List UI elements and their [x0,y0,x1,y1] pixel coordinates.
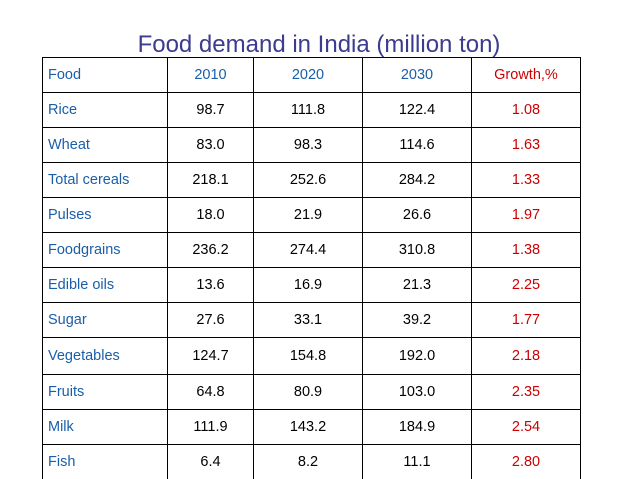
value-2010: 13.6 [167,267,254,303]
growth-value: 1.33 [471,162,581,198]
food-name: Sugar [42,302,168,338]
value-2030: 184.9 [362,409,472,445]
growth-value: 2.80 [471,444,581,479]
value-2020: 143.2 [253,409,363,445]
food-name: Fruits [42,374,168,410]
value-2030: 310.8 [362,232,472,268]
food-demand-table: Food 2010 2020 2030 Growth,% Rice 98.7 1… [42,57,581,479]
value-2030: 114.6 [362,127,472,163]
table-row: Foodgrains 236.2 274.4 310.8 1.38 [42,232,581,268]
value-2030: 103.0 [362,374,472,410]
food-name: Pulses [42,197,168,233]
growth-value: 2.18 [471,337,581,375]
value-2010: 124.7 [167,337,254,375]
value-2010: 27.6 [167,302,254,338]
header-growth: Growth,% [471,57,581,93]
growth-value: 2.25 [471,267,581,303]
value-2010: 18.0 [167,197,254,233]
value-2020: 8.2 [253,444,363,479]
food-name: Milk [42,409,168,445]
value-2030: 122.4 [362,92,472,128]
value-2020: 274.4 [253,232,363,268]
growth-value: 1.97 [471,197,581,233]
table-row: Fish 6.4 8.2 11.1 2.80 [42,444,581,479]
table-row: Wheat 83.0 98.3 114.6 1.63 [42,127,581,163]
page-title: Food demand in India (million ton) [137,31,501,58]
table-row: Total cereals 218.1 252.6 284.2 1.33 [42,162,581,198]
table-row: Edible oils 13.6 16.9 21.3 2.25 [42,267,581,303]
value-2030: 26.6 [362,197,472,233]
value-2030: 192.0 [362,337,472,375]
food-name: Vegetables [42,337,168,375]
value-2020: 154.8 [253,337,363,375]
food-name: Wheat [42,127,168,163]
food-name: Edible oils [42,267,168,303]
growth-value: 1.08 [471,92,581,128]
food-name: Total cereals [42,162,168,198]
growth-value: 1.63 [471,127,581,163]
table-row: Milk 111.9 143.2 184.9 2.54 [42,409,581,445]
value-2020: 111.8 [253,92,363,128]
value-2010: 236.2 [167,232,254,268]
food-name: Rice [42,92,168,128]
value-2010: 98.7 [167,92,254,128]
value-2020: 80.9 [253,374,363,410]
table-row: Pulses 18.0 21.9 26.6 1.97 [42,197,581,233]
table-row: Rice 98.7 111.8 122.4 1.08 [42,92,581,128]
value-2020: 16.9 [253,267,363,303]
food-name: Foodgrains [42,232,168,268]
table-row: Fruits 64.8 80.9 103.0 2.35 [42,374,581,410]
header-2020: 2020 [253,57,363,93]
value-2030: 21.3 [362,267,472,303]
table-header-row: Food 2010 2020 2030 Growth,% [42,57,581,93]
value-2010: 111.9 [167,409,254,445]
growth-value: 1.77 [471,302,581,338]
value-2020: 21.9 [253,197,363,233]
table-row: Vegetables 124.7 154.8 192.0 2.18 [42,337,581,375]
value-2030: 11.1 [362,444,472,479]
growth-value: 2.54 [471,409,581,445]
value-2030: 39.2 [362,302,472,338]
value-2020: 98.3 [253,127,363,163]
value-2020: 33.1 [253,302,363,338]
value-2010: 83.0 [167,127,254,163]
food-name: Fish [42,444,168,479]
header-2010: 2010 [167,57,254,93]
growth-value: 2.35 [471,374,581,410]
value-2010: 218.1 [167,162,254,198]
value-2020: 252.6 [253,162,363,198]
value-2010: 64.8 [167,374,254,410]
table-row: Sugar 27.6 33.1 39.2 1.77 [42,302,581,338]
growth-value: 1.38 [471,232,581,268]
value-2030: 284.2 [362,162,472,198]
header-2030: 2030 [362,57,472,93]
header-food: Food [42,57,168,93]
value-2010: 6.4 [167,444,254,479]
